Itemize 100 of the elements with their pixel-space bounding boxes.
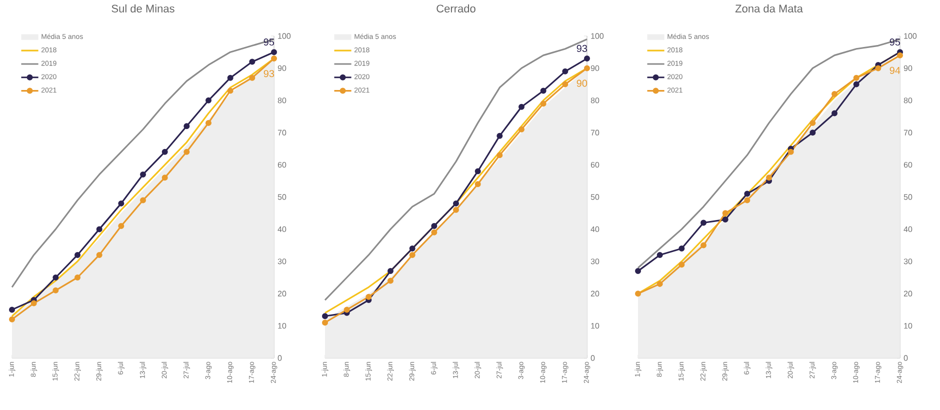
point bbox=[832, 90, 838, 97]
point bbox=[832, 110, 838, 116]
y-tick-label: 50 bbox=[904, 194, 912, 200]
point bbox=[206, 120, 212, 126]
point bbox=[74, 274, 80, 280]
y-tick-label: 70 bbox=[278, 130, 286, 136]
point bbox=[206, 97, 212, 104]
data-label: 93 bbox=[264, 70, 274, 78]
chart-title: Cerrado bbox=[436, 4, 476, 12]
data-label: 90 bbox=[576, 80, 588, 87]
y-tick-label: 0 bbox=[278, 355, 282, 361]
point bbox=[271, 49, 277, 56]
point bbox=[584, 56, 590, 62]
point bbox=[30, 300, 37, 306]
point bbox=[52, 287, 59, 294]
point bbox=[409, 246, 416, 252]
point bbox=[700, 242, 707, 248]
y-tick-label: 80 bbox=[278, 98, 286, 104]
point bbox=[562, 68, 568, 74]
point bbox=[722, 216, 728, 223]
y-tick-label: 40 bbox=[278, 226, 286, 232]
y-tick-label: 100 bbox=[278, 33, 291, 39]
y-tick-label: 10 bbox=[278, 322, 286, 329]
point bbox=[678, 246, 685, 252]
point bbox=[496, 152, 503, 158]
y-tick-label: 70 bbox=[904, 130, 912, 136]
point bbox=[249, 58, 256, 65]
point bbox=[431, 229, 438, 236]
y-tick-label: 30 bbox=[590, 258, 600, 264]
point bbox=[96, 252, 102, 258]
y-tick-label: 90 bbox=[278, 65, 286, 72]
point bbox=[853, 81, 860, 88]
point bbox=[388, 278, 394, 284]
point bbox=[744, 190, 750, 197]
y-tick-label: 90 bbox=[590, 65, 600, 72]
point bbox=[162, 174, 168, 181]
point bbox=[722, 210, 728, 216]
y-tick-label: 10 bbox=[591, 322, 600, 329]
y-tick-label: 50 bbox=[278, 194, 286, 200]
chart-title: Sul de Minas bbox=[112, 4, 174, 12]
point bbox=[518, 126, 525, 132]
point bbox=[744, 197, 750, 204]
y-tick-label: 60 bbox=[278, 162, 286, 168]
point bbox=[74, 252, 80, 258]
point bbox=[409, 252, 416, 258]
y-tick-label: 50 bbox=[590, 194, 600, 200]
point bbox=[140, 197, 146, 204]
y-tick-label: 70 bbox=[590, 130, 600, 136]
point bbox=[96, 226, 102, 232]
point bbox=[227, 74, 234, 81]
y-tick-label: 0 bbox=[904, 355, 908, 361]
y-tick-label: 20 bbox=[278, 290, 286, 296]
y-tick-label: 60 bbox=[590, 162, 600, 168]
point bbox=[9, 316, 16, 322]
y-tick-label: 80 bbox=[590, 98, 600, 104]
point bbox=[184, 148, 190, 155]
y-tick-label: 90 bbox=[904, 65, 912, 72]
point bbox=[249, 74, 256, 81]
data-label: 93 bbox=[576, 44, 588, 52]
y-tick-label: 20 bbox=[590, 290, 600, 296]
point bbox=[810, 130, 816, 136]
point bbox=[700, 220, 707, 226]
point bbox=[227, 88, 234, 94]
y-tick-label: 30 bbox=[904, 258, 912, 264]
y-tick-label: 0 bbox=[590, 355, 595, 361]
point bbox=[322, 313, 328, 320]
chart-title: Zona da Mata bbox=[735, 4, 803, 12]
y-tick-label: 100 bbox=[904, 33, 917, 39]
point bbox=[540, 100, 546, 107]
y-tick-label: 30 bbox=[278, 258, 286, 264]
point bbox=[635, 268, 642, 274]
data-label: 94 bbox=[890, 66, 900, 74]
point bbox=[344, 306, 350, 313]
point bbox=[875, 65, 882, 72]
data-label: 95 bbox=[890, 38, 900, 46]
y-tick-label: 40 bbox=[904, 226, 912, 232]
point bbox=[52, 274, 59, 280]
point bbox=[366, 294, 372, 300]
point bbox=[562, 81, 568, 88]
y-tick-label: 20 bbox=[904, 290, 912, 296]
data-label: 95 bbox=[264, 38, 274, 46]
point bbox=[474, 181, 481, 188]
point bbox=[271, 56, 277, 62]
point bbox=[810, 120, 816, 126]
point bbox=[140, 171, 146, 178]
y-tick-label: 40 bbox=[590, 226, 600, 232]
point bbox=[118, 222, 124, 229]
point bbox=[496, 132, 503, 139]
point bbox=[431, 222, 438, 229]
point bbox=[518, 104, 525, 110]
point bbox=[474, 168, 481, 174]
point bbox=[322, 320, 328, 326]
point bbox=[184, 123, 190, 130]
point bbox=[118, 200, 124, 206]
y-tick-label: 80 bbox=[904, 98, 912, 104]
point bbox=[9, 306, 16, 313]
point bbox=[388, 268, 394, 274]
point bbox=[656, 280, 663, 287]
y-tick-label: 10 bbox=[904, 322, 912, 329]
point bbox=[540, 88, 546, 94]
